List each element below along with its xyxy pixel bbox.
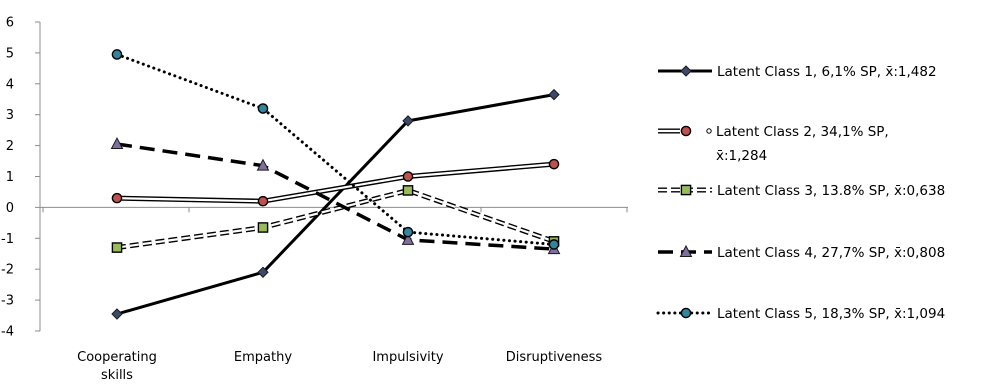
series-1-point-1 [111, 308, 123, 320]
legend-label: Latent Class 3, 13.8% SP, x̄:0,638 [717, 183, 945, 199]
series-1-point-4 [548, 88, 560, 101]
series-5-point-2 [257, 103, 269, 114]
series-4-line [116, 142, 555, 251]
series-5-point-1 [111, 49, 123, 60]
series-2-point-3 [402, 171, 414, 182]
series-5 [111, 49, 560, 250]
series-4-point-1 [110, 136, 124, 150]
legend-small-circle-icon [706, 128, 712, 134]
legend-item-5: Latent Class 5, 18,3% SP, x̄:1,094 [656, 306, 945, 322]
legend-marker-4 [679, 244, 693, 257]
y-tick-label: 6 [6, 16, 14, 31]
x-tick-label: Empathy [234, 350, 292, 365]
series-3-point-1 [111, 242, 123, 253]
series-lines [110, 49, 561, 320]
series-3-point-3 [402, 185, 414, 196]
series-4-point-3 [401, 232, 415, 245]
y-tick-label: 1 [6, 170, 14, 185]
series-2 [111, 158, 560, 207]
series-1-line [116, 93, 555, 316]
series-1 [111, 88, 560, 320]
series-1-point-3 [402, 115, 414, 127]
legend-item-3: Latent Class 3, 13.8% SP, x̄:0,638 [658, 183, 945, 199]
series-2-point-4 [548, 158, 560, 170]
series-3-point-2 [257, 222, 269, 233]
y-tick-label: 2 [6, 139, 14, 154]
y-tick-label: -4 [1, 325, 14, 340]
x-tick-label: skills [101, 368, 133, 383]
legend-marker-2 [680, 125, 692, 137]
series-1-point-2 [257, 266, 269, 278]
legend-label: Latent Class 1, 6,1% SP, x̄:1,482 [717, 64, 937, 80]
legend-item-1: Latent Class 1, 6,1% SP, x̄:1,482 [658, 64, 937, 80]
series-2-point-1 [111, 192, 123, 204]
y-tick-label: -2 [1, 263, 14, 278]
y-tick-label: -3 [1, 294, 14, 309]
y-tick-label: 5 [6, 46, 14, 61]
series-2-point-2 [257, 195, 269, 207]
legend-label: Latent Class 5, 18,3% SP, x̄:1,094 [717, 306, 945, 322]
legend-label: Latent Class 2, 34,1% SP, [716, 124, 889, 140]
axes: -4 -3 -2 -1 0 1 2 3 4 5 6 Cooperating skills Empathy I… [1, 16, 628, 383]
series-5-line [115, 52, 556, 246]
series-3-line-inner [116, 189, 555, 249]
series-3 [111, 185, 560, 253]
legend-marker-1 [680, 65, 692, 77]
legend-marker-5 [680, 307, 692, 319]
legend-label: x̄:1,284 [716, 148, 767, 164]
series-4-point-2 [256, 158, 270, 171]
y-tick-label: 4 [6, 77, 14, 92]
series-2-line-inner [116, 163, 555, 203]
legend: Latent Class 1, 6,1% SP, x̄:1,482 Latent … [656, 64, 945, 322]
y-tick-label: 0 [6, 201, 14, 216]
y-tick-label: -1 [1, 232, 14, 247]
legend-item-4: Latent Class 4, 27,7% SP, x̄:0,808 [658, 244, 945, 261]
x-tick-label: Cooperating [77, 350, 157, 365]
series-5-point-3 [402, 226, 414, 238]
x-tick-label: Impulsivity [372, 350, 443, 365]
y-tick-label: 3 [6, 108, 14, 123]
x-tick-label: Disruptiveness [506, 350, 603, 365]
series-5-point-4 [548, 239, 560, 250]
legend-label: Latent Class 4, 27,7% SP, x̄:0,808 [717, 245, 945, 261]
legend-item-2: Latent Class 2, 34,1% SP, x̄:1,284 [658, 124, 889, 164]
legend-marker-3 [680, 184, 692, 196]
